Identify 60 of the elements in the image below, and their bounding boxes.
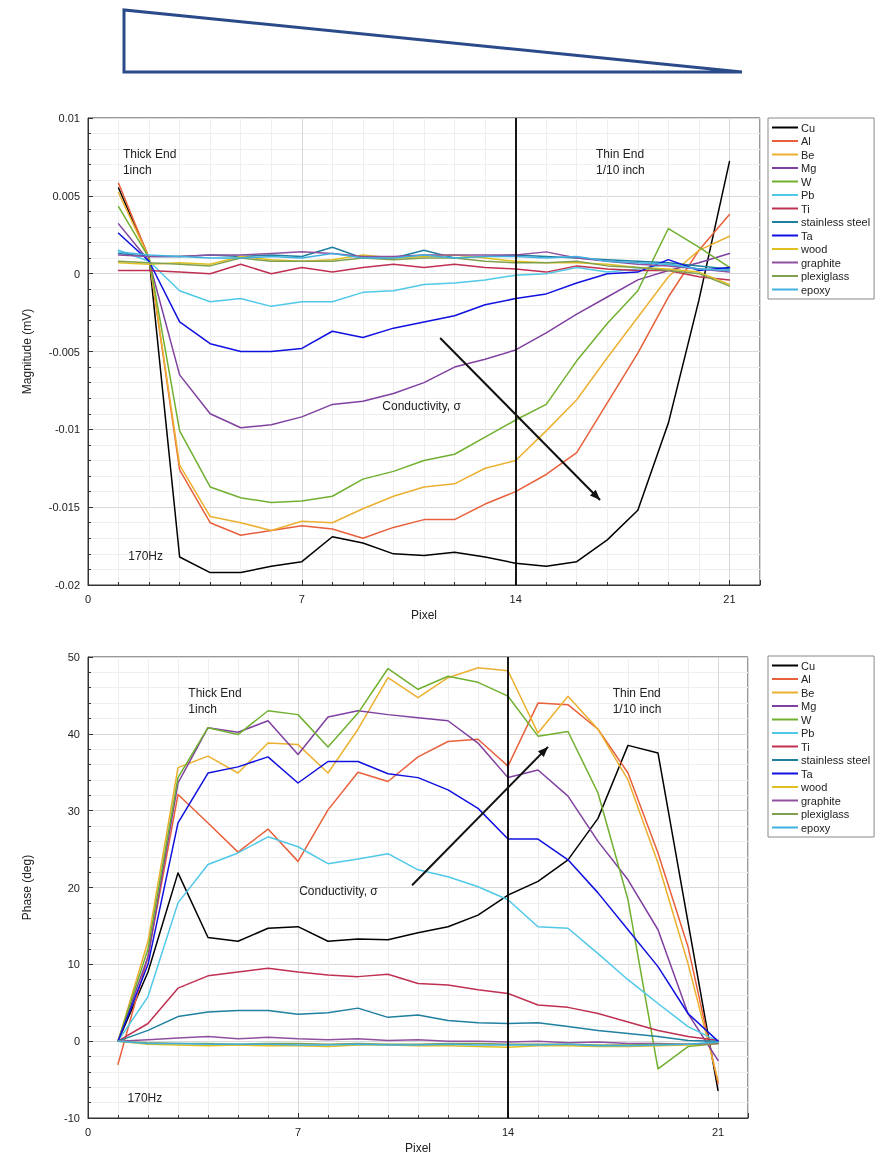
y-tick-label: 50 [67, 651, 80, 663]
legend-label: plexiglass [801, 808, 850, 820]
legend-label: Ti [801, 740, 810, 753]
legend-label: wood [800, 243, 828, 255]
x-tick-label: 14 [501, 1125, 515, 1138]
y-tick-label: 20 [67, 881, 80, 894]
y-tick-label: -0.015 [48, 501, 80, 514]
legend-label: W [801, 175, 812, 188]
x-tick-label: 0 [84, 592, 92, 605]
y-tick-label: 40 [67, 727, 80, 740]
legend-label: graphite [801, 794, 841, 807]
y-tick-label: 0 [73, 267, 80, 280]
annotation: Thin End 1/10 inch [612, 685, 662, 716]
x-tick-label: 21 [723, 592, 736, 605]
annotation: Conductivity, σ [299, 883, 379, 898]
legend-label: W [801, 713, 812, 726]
x-tick-label: 0 [84, 1125, 92, 1138]
y-tick-label: 0.01 [58, 112, 80, 124]
y-axis-title: Magnitude (mV) [20, 308, 34, 395]
legend-label: epoxy [801, 821, 831, 834]
legend-label: Be [801, 148, 815, 161]
legend-label: Pb [801, 727, 815, 739]
legend-label: Ta [801, 767, 814, 780]
legend-label: epoxy [801, 283, 831, 296]
annotation: 170Hz [127, 1091, 163, 1106]
y-tick-label: -0.02 [54, 579, 80, 591]
y-tick-label: 10 [67, 958, 80, 971]
x-tick-label: 7 [298, 592, 305, 605]
x-tick-label: 7 [294, 1125, 302, 1138]
y-axis-title: Phase (deg) [20, 854, 34, 921]
legend-label: wood [800, 781, 828, 793]
y-tick-label: -0.005 [48, 345, 80, 358]
annotation: 170Hz [128, 548, 164, 563]
annotation: Thin End 1/10 inch [596, 147, 645, 178]
y-tick-label: 0.005 [52, 189, 80, 202]
legend-label: plexiglass [801, 270, 850, 282]
legend-label: Al [801, 135, 811, 147]
legend-label: Be [801, 686, 815, 699]
legend-label: Ta [801, 229, 814, 242]
legend-label: stainless steel [801, 754, 871, 766]
x-axis-title: Pixel [404, 1141, 432, 1155]
legend-label: Al [801, 673, 811, 685]
y-tick-label: -10 [64, 1112, 80, 1124]
x-tick-label: 21 [711, 1125, 725, 1138]
legend-label: Mg [801, 700, 817, 712]
x-axis-title: Pixel [410, 608, 438, 622]
legend-label: Mg [801, 162, 817, 174]
legend-label: Ti [801, 202, 810, 215]
y-tick-label: 30 [67, 804, 80, 817]
legend-label: Cu [801, 121, 816, 134]
y-tick-label: 0 [73, 1035, 80, 1048]
y-tick-label: -0.01 [54, 423, 80, 436]
x-tick-label: 14 [509, 592, 522, 605]
legend-label: Cu [801, 659, 816, 672]
legend-label: stainless steel [801, 216, 871, 228]
legend-label: graphite [801, 256, 841, 269]
annotation: Conductivity, σ [382, 399, 462, 414]
legend-label: Pb [801, 189, 815, 201]
annotation: Thick End 1inch [122, 147, 177, 178]
annotation: Thick End 1inch [188, 685, 242, 716]
